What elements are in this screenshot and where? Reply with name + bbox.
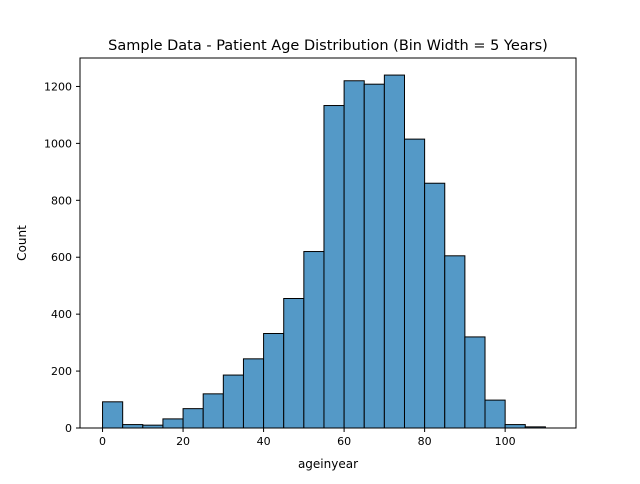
x-tick-label: 60 [337, 435, 351, 448]
histogram-bar [283, 298, 305, 429]
histogram-bar [363, 83, 385, 429]
histogram-bar [464, 336, 486, 429]
chart-title: Sample Data - Patient Age Distribution (… [108, 38, 548, 54]
histogram-bar [403, 138, 426, 429]
histogram-bar [343, 80, 365, 429]
bars-group [102, 74, 546, 429]
histogram-bar [202, 393, 224, 429]
y-tick-label: 0 [65, 422, 72, 435]
x-tick-label: 100 [495, 435, 516, 448]
plot-frame [79, 57, 577, 429]
histogram-bar [182, 408, 204, 429]
y-tick-label: 200 [51, 365, 72, 378]
x-tick-label: 0 [99, 435, 106, 448]
histogram-bar [102, 401, 124, 429]
x-axis-label: ageinyear [298, 457, 358, 471]
x-tick-label: 40 [257, 435, 271, 448]
y-axis-label: Count [15, 225, 29, 261]
x-tick-label: 80 [418, 435, 432, 448]
histogram-bar [444, 255, 466, 429]
y-tick-label: 800 [51, 194, 72, 207]
histogram-bar [383, 74, 405, 429]
histogram-bar [222, 374, 244, 429]
histogram-bar [504, 424, 526, 429]
x-axis-ticks: 0 20 40 60 80 100 [99, 428, 516, 448]
y-tick-label: 600 [51, 251, 72, 264]
histogram-bar [263, 333, 285, 429]
y-tick-label: 1000 [44, 137, 72, 150]
histogram-bar [162, 418, 184, 429]
y-axis-ticks: 0 200 400 600 800 1000 1200 [44, 80, 80, 435]
histogram-bar [242, 358, 265, 429]
histogram-bar [323, 105, 345, 429]
histogram-bar [484, 399, 506, 429]
histogram-bar [122, 424, 144, 429]
y-tick-label: 1200 [44, 80, 72, 93]
histogram-bar [424, 182, 446, 429]
y-tick-label: 400 [51, 308, 72, 321]
histogram-bar [303, 251, 325, 429]
x-tick-label: 20 [176, 435, 190, 448]
